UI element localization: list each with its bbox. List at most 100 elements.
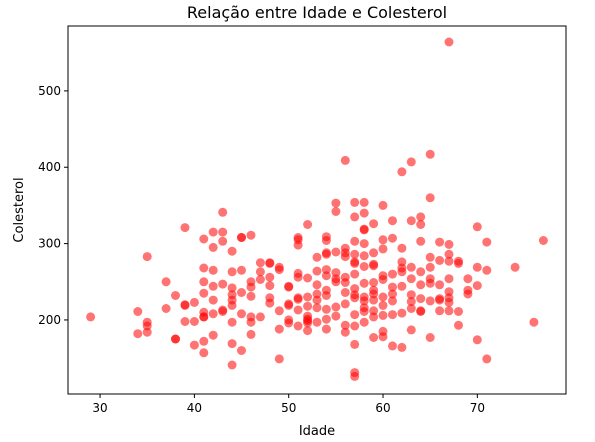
data-point — [189, 317, 199, 326]
data-point — [246, 291, 256, 301]
data-point — [227, 246, 237, 256]
x-tick-label: 70 — [470, 401, 485, 415]
data-point — [199, 277, 209, 287]
data-point — [350, 236, 360, 246]
data-point — [350, 339, 360, 349]
data-point — [350, 293, 360, 303]
data-point — [378, 244, 388, 254]
data-point — [199, 263, 209, 273]
data-point — [265, 281, 275, 291]
data-point — [303, 326, 313, 336]
y-tick-label: 500 — [38, 84, 61, 98]
data-point — [369, 248, 379, 258]
data-point — [340, 155, 350, 165]
data-point — [199, 348, 209, 358]
data-point — [321, 236, 331, 245]
data-point — [246, 317, 256, 327]
data-point — [444, 297, 454, 307]
data-point — [472, 335, 482, 345]
data-point — [425, 262, 435, 272]
y-tick-label: 400 — [38, 160, 61, 174]
data-point — [435, 237, 445, 247]
data-point — [482, 237, 492, 247]
data-point — [444, 256, 454, 266]
data-point — [331, 311, 341, 321]
data-point — [293, 305, 303, 315]
data-point — [416, 294, 426, 304]
data-point — [388, 269, 397, 279]
data-point — [293, 272, 303, 282]
data-point — [237, 346, 246, 355]
data-point — [180, 300, 190, 310]
data-point — [378, 310, 388, 320]
data-point — [444, 249, 454, 259]
data-point — [255, 275, 265, 284]
data-point — [397, 267, 407, 277]
data-point — [388, 310, 397, 320]
data-point — [227, 267, 237, 277]
data-point — [406, 290, 416, 300]
y-tick-label: 300 — [38, 237, 61, 251]
data-point — [378, 332, 388, 342]
data-point — [180, 317, 190, 326]
data-point — [274, 262, 284, 272]
y-tick-label: 200 — [38, 313, 61, 327]
data-point — [406, 216, 416, 226]
data-point — [406, 297, 416, 307]
data-point — [350, 321, 360, 331]
points-layer — [86, 37, 548, 381]
data-point — [350, 197, 360, 207]
data-point — [369, 295, 379, 305]
data-point — [406, 304, 416, 313]
data-point — [397, 308, 407, 318]
data-point — [388, 233, 397, 243]
data-point — [321, 271, 331, 281]
data-point — [416, 267, 426, 277]
data-point — [416, 236, 426, 246]
data-point — [444, 306, 454, 316]
data-point — [406, 157, 416, 167]
data-point — [274, 306, 284, 316]
data-point — [208, 295, 218, 305]
data-point — [189, 340, 199, 350]
data-point — [171, 291, 180, 300]
data-point — [199, 234, 209, 244]
data-point — [284, 300, 294, 310]
data-point — [425, 296, 435, 306]
data-point — [388, 282, 397, 292]
data-point — [331, 207, 341, 216]
data-point — [416, 280, 426, 290]
data-point — [416, 220, 426, 229]
data-point — [237, 288, 246, 297]
data-point — [237, 233, 246, 242]
data-point — [293, 233, 303, 242]
data-point — [397, 281, 407, 291]
data-point — [180, 223, 190, 233]
data-point — [312, 303, 322, 313]
data-point — [199, 336, 209, 346]
data-point — [482, 354, 492, 364]
data-point — [312, 295, 322, 305]
data-point — [237, 309, 246, 319]
data-point — [321, 324, 331, 334]
data-point — [227, 317, 237, 327]
x-tick-label: 30 — [92, 401, 107, 415]
data-point — [227, 360, 237, 370]
data-point — [227, 300, 237, 310]
data-point — [388, 289, 397, 299]
data-point — [199, 312, 209, 322]
data-point — [133, 307, 143, 316]
data-point — [340, 327, 350, 337]
data-point — [218, 307, 228, 316]
data-point — [208, 265, 218, 275]
data-point — [312, 280, 322, 290]
data-point — [359, 197, 369, 207]
data-point — [142, 327, 152, 337]
data-point — [397, 167, 407, 177]
data-point — [303, 301, 313, 311]
data-point — [463, 274, 473, 284]
data-point — [350, 212, 360, 222]
data-point — [303, 273, 313, 283]
y-axis-label: Colesterol — [12, 177, 27, 242]
data-point — [359, 262, 369, 271]
